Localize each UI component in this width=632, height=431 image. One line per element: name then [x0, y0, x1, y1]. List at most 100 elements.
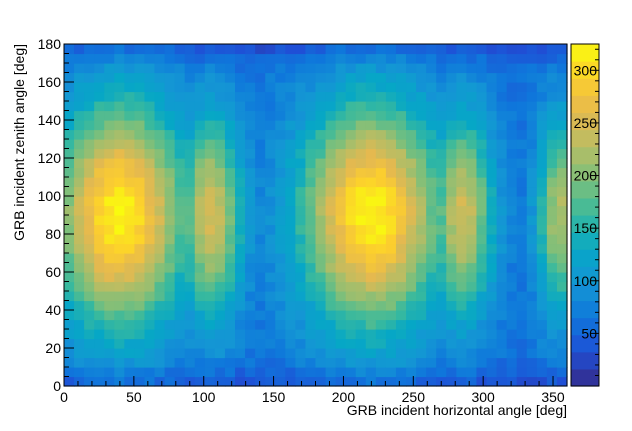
heatmap-cell — [114, 110, 125, 121]
heatmap-cell — [84, 215, 95, 226]
heatmap-cell — [516, 148, 528, 159]
heatmap-cell — [134, 376, 146, 387]
heatmap-cell — [365, 272, 377, 283]
heatmap-cell — [84, 110, 95, 121]
heatmap-cell — [436, 167, 447, 178]
heatmap-cell — [265, 357, 276, 368]
heatmap-cell — [516, 129, 528, 140]
heatmap-cell — [315, 196, 327, 207]
heatmap-cell — [325, 300, 337, 311]
heatmap-cell — [335, 129, 347, 140]
heatmap-cell — [416, 253, 427, 264]
heatmap-cell — [265, 44, 276, 55]
heatmap-cell — [385, 53, 397, 64]
heatmap-cell — [275, 272, 286, 283]
heatmap-cell — [104, 262, 115, 273]
heatmap-cell — [275, 167, 286, 178]
heatmap-cell — [204, 186, 216, 197]
heatmap-cell — [325, 72, 337, 83]
heatmap-cell — [375, 72, 387, 83]
heatmap-cell — [546, 53, 558, 64]
heatmap-cell — [245, 139, 256, 150]
heatmap-cell — [255, 82, 266, 93]
heatmap-cell — [476, 196, 488, 207]
heatmap-cell — [466, 329, 478, 340]
heatmap-cell — [74, 357, 85, 368]
heatmap-cell — [275, 82, 286, 93]
heatmap-cell — [536, 177, 548, 188]
heatmap-cell — [335, 196, 347, 207]
heatmap-cell — [184, 348, 196, 359]
heatmap-cell — [466, 129, 478, 140]
heatmap-cell — [436, 291, 447, 302]
palette-tick-label: 50 — [581, 325, 597, 341]
heatmap-cell — [265, 262, 276, 273]
heatmap-cell — [124, 338, 136, 349]
heatmap-cell — [305, 310, 317, 321]
heatmap-cell — [476, 205, 488, 216]
heatmap-cell — [496, 205, 508, 216]
heatmap-cell — [556, 357, 568, 368]
heatmap-cell — [516, 186, 528, 197]
heatmap-cell — [104, 376, 115, 387]
heatmap-cell — [536, 148, 548, 159]
heatmap-cell — [174, 158, 186, 169]
heatmap-cell — [154, 139, 166, 150]
heatmap-cell — [174, 310, 186, 321]
heatmap-cell — [426, 139, 437, 150]
heatmap-cell — [305, 262, 317, 273]
heatmap-cell — [275, 110, 286, 121]
heatmap-cell — [245, 348, 256, 359]
heatmap-cell — [184, 329, 196, 340]
heatmap-cell — [365, 234, 377, 245]
heatmap-cell — [416, 262, 427, 273]
heatmap-cell — [546, 129, 558, 140]
heatmap-cell — [506, 63, 518, 74]
heatmap-cell — [64, 91, 75, 102]
heatmap-cell — [255, 224, 266, 235]
heatmap-cell — [265, 129, 276, 140]
heatmap-cell — [546, 348, 558, 359]
heatmap-cell — [345, 44, 357, 55]
heatmap-cell — [74, 158, 85, 169]
heatmap-cell — [526, 82, 538, 93]
heatmap-cell — [436, 186, 447, 197]
heatmap-cell — [315, 234, 327, 245]
heatmap-cell — [204, 72, 216, 83]
heatmap-cell — [476, 44, 488, 55]
x-tick-label: 350 — [541, 389, 565, 405]
heatmap-cell — [255, 367, 266, 378]
heatmap-cell — [104, 72, 115, 83]
heatmap-cell — [174, 91, 186, 102]
heatmap-cell — [436, 129, 447, 140]
heatmap-cell — [64, 53, 75, 64]
heatmap-cell — [375, 215, 387, 226]
heatmap-cell — [275, 205, 286, 216]
heatmap-cell — [255, 262, 266, 273]
heatmap-cell — [184, 234, 196, 245]
heatmap-cell — [235, 357, 246, 368]
heatmap-cell — [556, 101, 568, 112]
heatmap-cell — [426, 110, 437, 121]
heatmap-cell — [285, 357, 296, 368]
heatmap-cell — [355, 300, 367, 311]
heatmap-cell — [365, 205, 377, 216]
heatmap-cell — [235, 281, 246, 292]
heatmap-cell — [305, 167, 317, 178]
heatmap-cell — [214, 72, 226, 83]
heatmap-cell — [204, 53, 216, 64]
heatmap-cell — [506, 338, 518, 349]
heatmap-cell — [466, 224, 478, 235]
heatmap-cell — [355, 262, 367, 273]
heatmap-cell — [134, 110, 146, 121]
heatmap-cell — [235, 139, 246, 150]
heatmap-cell — [265, 243, 276, 254]
heatmap-cell — [295, 253, 307, 264]
heatmap-cell — [104, 148, 115, 159]
heatmap-cell — [154, 205, 166, 216]
heatmap-cell — [245, 234, 256, 245]
heatmap-cell — [255, 234, 266, 245]
heatmap-cell — [144, 281, 156, 292]
palette-step — [571, 146, 599, 165]
